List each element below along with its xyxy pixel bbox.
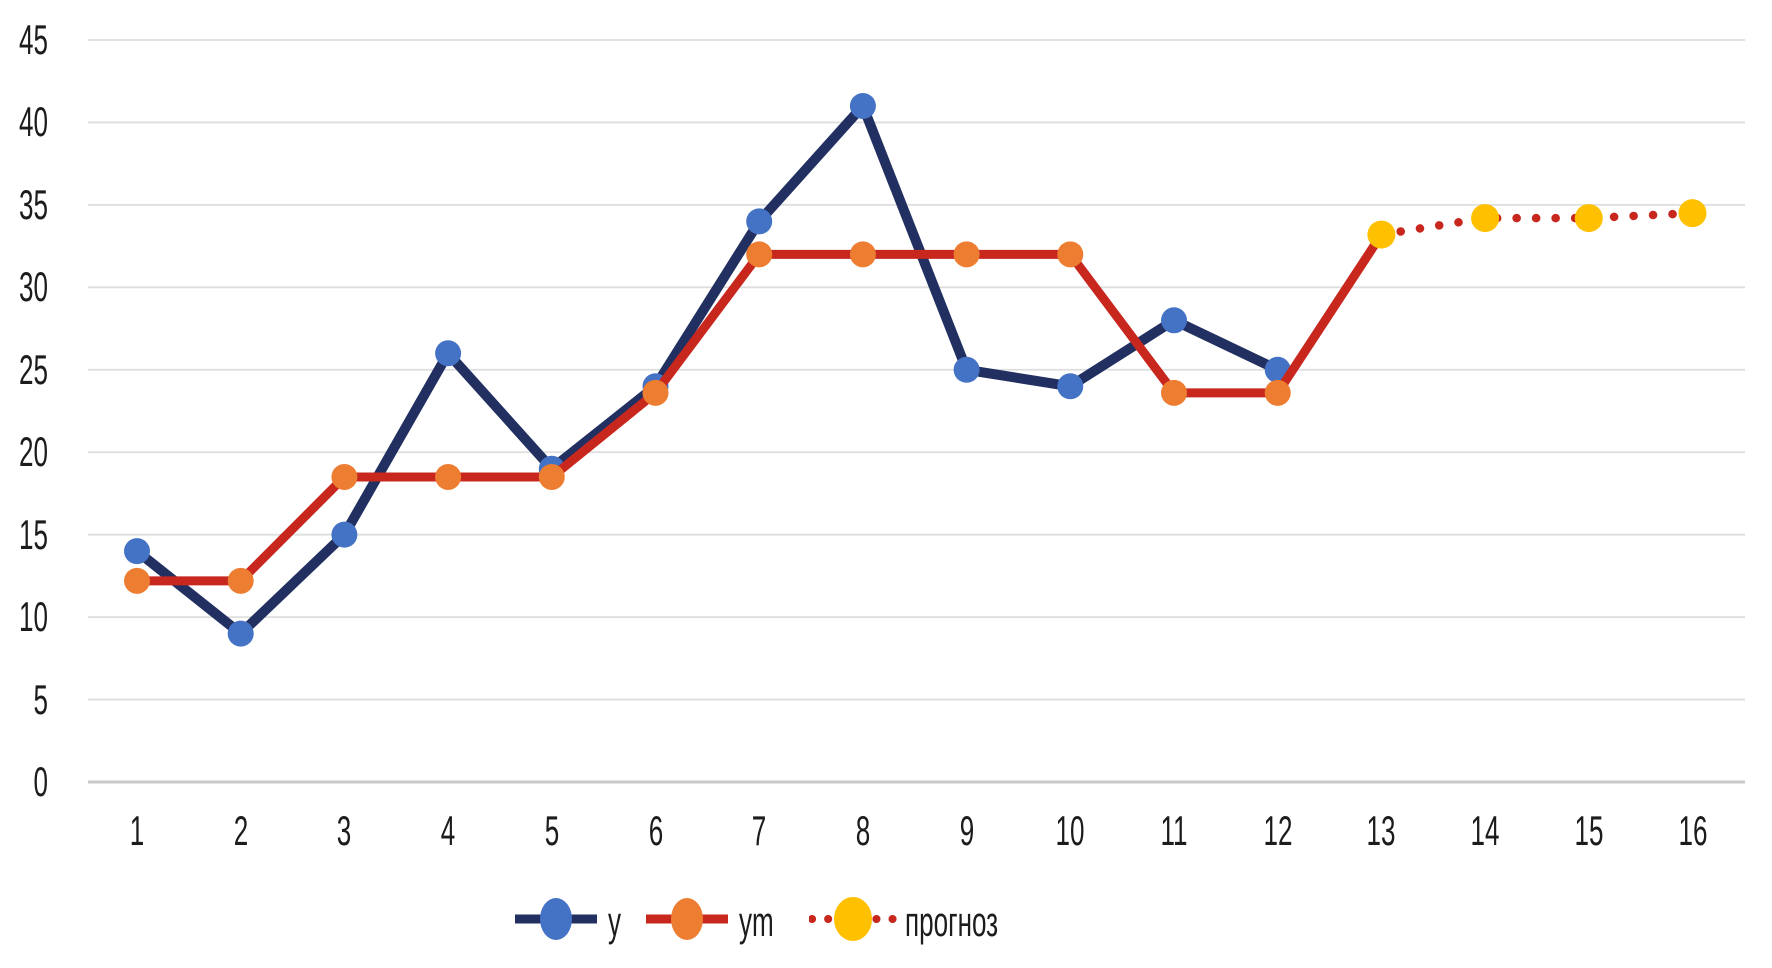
x-axis-tick-label: 15 bbox=[1574, 807, 1604, 854]
x-axis-tick-label: 5 bbox=[544, 807, 560, 854]
x-axis-tick-label: 6 bbox=[648, 807, 663, 854]
y-axis-tick-label: 45 bbox=[19, 16, 48, 63]
marker-прогноз bbox=[1574, 204, 1603, 233]
x-axis-tick-label: 1 bbox=[129, 807, 145, 854]
legend-label-ym: ym bbox=[739, 897, 774, 945]
marker-y bbox=[1057, 373, 1084, 400]
marker-прогноз bbox=[1367, 220, 1396, 249]
marker-y bbox=[746, 208, 773, 235]
x-axis-tick-label: 11 bbox=[1160, 807, 1188, 854]
x-axis-tick-label: 12 bbox=[1263, 807, 1293, 854]
marker-ym bbox=[124, 567, 150, 594]
marker-прогноз bbox=[1471, 204, 1500, 233]
marker-ym bbox=[746, 241, 773, 268]
y-axis-tick-label: 0 bbox=[33, 758, 48, 805]
legend: y ym прогноз bbox=[512, 893, 1055, 950]
line-marker-icon bbox=[643, 893, 731, 950]
marker-ym bbox=[538, 463, 565, 490]
dotted-line-marker-icon bbox=[808, 893, 898, 950]
y-axis-tick-label: 20 bbox=[19, 428, 48, 476]
marker-ym bbox=[227, 567, 254, 594]
marker-y bbox=[849, 92, 876, 119]
marker-ym bbox=[435, 463, 462, 490]
marker-ym bbox=[953, 241, 980, 268]
x-axis-tick-label: 4 bbox=[440, 807, 456, 854]
y-axis-tick-label: 5 bbox=[33, 675, 48, 723]
legend-item-forecast: прогноз bbox=[808, 893, 1055, 950]
marker-ym bbox=[331, 463, 358, 490]
marker-y bbox=[331, 521, 358, 548]
series-line-прогноз bbox=[1377, 208, 1697, 239]
x-axis-tick-label: 8 bbox=[855, 807, 871, 854]
y-axis-tick-label: 35 bbox=[19, 180, 48, 228]
y-axis-tick-label: 40 bbox=[19, 98, 48, 146]
marker-ym bbox=[1264, 379, 1291, 406]
legend-item-ym: ym bbox=[643, 893, 795, 950]
marker-y bbox=[124, 538, 150, 565]
series-line-ym bbox=[132, 249, 1283, 586]
legend-item-y: y bbox=[512, 893, 629, 950]
marker-ym bbox=[642, 379, 669, 406]
x-axis-tick-label: 14 bbox=[1470, 807, 1500, 854]
marker-ym bbox=[849, 241, 876, 268]
legend-label-forecast: прогноз bbox=[905, 897, 999, 945]
marker-прогноз bbox=[1678, 199, 1707, 228]
series-line-y bbox=[132, 100, 1283, 639]
x-axis-tick-label: 7 bbox=[751, 807, 767, 854]
x-axis-tick-label: 10 bbox=[1055, 807, 1085, 854]
line-marker-icon bbox=[512, 893, 600, 950]
x-axis-tick-label: 16 bbox=[1678, 807, 1707, 854]
marker-ym bbox=[1057, 241, 1084, 268]
x-axis-tick-label: 9 bbox=[959, 807, 974, 854]
y-axis-tick-label: 30 bbox=[19, 263, 48, 311]
x-axis-tick-label: 3 bbox=[337, 807, 352, 854]
legend-label-y: y bbox=[608, 897, 622, 945]
y-axis-tick-label: 25 bbox=[19, 345, 48, 393]
marker-y bbox=[1161, 307, 1187, 334]
marker-ym bbox=[1161, 379, 1187, 406]
marker-y bbox=[953, 356, 980, 383]
y-axis-tick-label: 15 bbox=[19, 510, 48, 558]
y-axis-tick-label: 10 bbox=[19, 593, 48, 641]
x-axis-tick-label: 13 bbox=[1366, 807, 1396, 854]
x-axis-tick-label: 2 bbox=[233, 807, 248, 854]
forecast-connector-line bbox=[1273, 230, 1386, 398]
marker-y bbox=[227, 620, 254, 647]
marker-y bbox=[435, 340, 462, 367]
